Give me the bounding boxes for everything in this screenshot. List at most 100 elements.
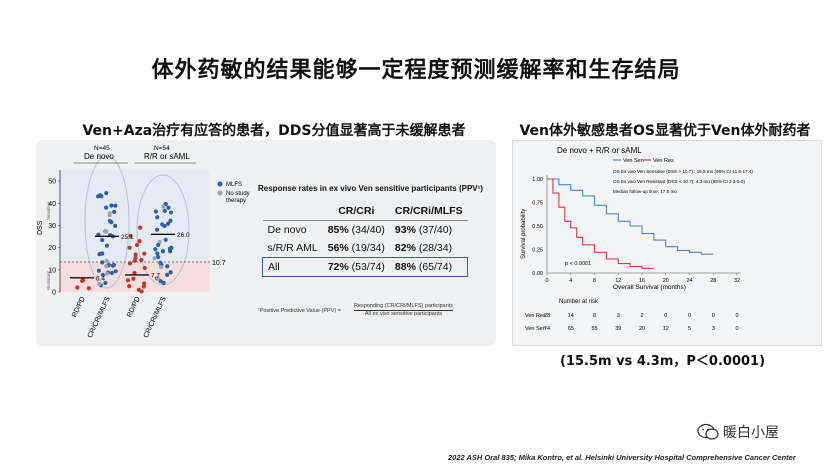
scatter-point: [158, 278, 163, 284]
scatter-point: [137, 239, 142, 244]
cell-frac: (28/34): [418, 242, 453, 254]
legend-nostudy-2: therapy: [226, 198, 246, 204]
scatter-point: [127, 245, 132, 250]
scatter-point: [104, 243, 110, 248]
km-annotation: Median follow-up time: 17.5 mo: [613, 189, 677, 194]
risk-value: 0: [712, 313, 715, 319]
scatter-point: [127, 284, 132, 289]
scatter-point: [166, 205, 171, 210]
legend-dot-nostudy: [217, 190, 223, 196]
median-label: 6.4: [96, 275, 105, 282]
km-panel: De novo + R/R or sAML Ven Sen Ven Res OS…: [512, 140, 822, 346]
median-label: 25.1: [121, 234, 134, 241]
response-table-title: Response rates in ex vivo Ven sensitive …: [258, 184, 483, 193]
cell-frac: (34/40): [351, 224, 385, 236]
citation-footer: 2022 ASH Oral 835; Mika Kontro, et al. H…: [448, 453, 796, 462]
scatter-point: [139, 257, 144, 263]
risk-value: 74: [544, 326, 550, 332]
scatter-point: [107, 213, 112, 218]
scatter-point: [153, 247, 158, 252]
x-tick-label: CR/CRi/MLFS: [143, 296, 168, 339]
group2-label: R/R or sAML: [144, 152, 190, 161]
scatter-point: [161, 280, 166, 286]
km-x-tick: 32: [734, 278, 740, 284]
km-ylabel: Survival probability: [521, 209, 527, 259]
y-tick-label: 0: [52, 290, 56, 297]
scatter-point: [104, 190, 109, 196]
km-x-tick: 20: [663, 278, 669, 284]
scatter-point: [161, 204, 166, 209]
scatter-point: [99, 194, 104, 199]
scatter-point: [109, 270, 115, 276]
median-label: 26.0: [177, 232, 190, 239]
dss-axis-label: DSS: [37, 220, 44, 235]
scatter-point: [80, 278, 85, 284]
scatter-point: [128, 233, 133, 238]
scatter-point: [86, 286, 91, 291]
scatter-point: [142, 265, 147, 271]
group1-label: De novo: [84, 152, 114, 161]
scatter-point: [155, 251, 160, 256]
threshold-label: 10.7: [212, 260, 226, 267]
scatter-point: [104, 264, 109, 269]
km-x-tick: 12: [615, 278, 621, 284]
scatter-point: [168, 270, 173, 275]
ellipse-denovo: [84, 155, 130, 289]
scatter-point: [165, 272, 170, 278]
right-subtitle: Ven体外敏感患者OS显著优于Ven体外耐药者: [519, 123, 811, 139]
cell-pct: 82%: [394, 242, 416, 254]
scatter-point: [155, 276, 160, 281]
scatter-point: [97, 281, 102, 287]
cell-pct: 93%: [394, 224, 416, 236]
scatter-point: [104, 258, 109, 263]
scatter-point: [110, 263, 116, 268]
cell-pct: 72%: [327, 261, 349, 273]
resistant-zone: [60, 262, 210, 292]
watermark: 暖白小屋: [697, 422, 779, 442]
km-x-tick: 28: [710, 278, 716, 284]
km-header: De novo + R/R or sAML: [557, 146, 642, 155]
scatter-point: [107, 218, 112, 224]
km-legend-sen: Ven Sen: [623, 158, 644, 164]
risk-value: 0: [688, 313, 691, 319]
risk-value: 14: [568, 313, 574, 319]
group1-n: N=45: [94, 145, 110, 152]
risk-value: 12: [663, 326, 669, 332]
ppv-numerator: Responding (CR/CRi/MLFS) participants: [354, 303, 454, 311]
group2-n: N=54: [154, 145, 170, 152]
risk-value: 5: [688, 326, 691, 332]
scatter-point: [103, 280, 108, 286]
scatter-point: [156, 242, 161, 248]
risk-value: 20: [639, 326, 645, 332]
scatter-point: [165, 221, 171, 226]
km-annotation: OS Ex vivo Ven Resistant (DSS < 10.7): 4…: [613, 179, 745, 184]
scatter-point: [113, 223, 118, 228]
scatter-point: [104, 205, 109, 210]
scatter-point: [167, 249, 173, 254]
table-row: All 72% (53/74) 88% (65/74): [261, 257, 469, 277]
km-annotation: OS Ex vivo Ven Sensitive (DSS > 10.7) : …: [613, 169, 753, 174]
scatter-point: [100, 251, 105, 256]
x-tick-label: RD/PD: [71, 296, 87, 319]
km-legend-res: Ven Res: [653, 158, 674, 164]
slide-title: 体外药敏的结果能够一定程度预测缓解率和生存结局: [151, 58, 681, 83]
cell-frac: (65/74): [418, 261, 453, 273]
table-row: s/R/R AML 56% (19/34) 82% (28/34): [263, 239, 468, 258]
y-tick-label: 30: [48, 223, 56, 230]
scatter-point: [112, 209, 117, 215]
km-x-tick: 16: [639, 278, 645, 284]
scatter-point: [96, 194, 101, 199]
sensitive-label: Sensitive: [46, 201, 51, 220]
km-y-tick: 0.00: [532, 271, 543, 277]
km-curves: [547, 178, 714, 269]
response-table: CR/CRi CR/CRi/MLFS De novo 85% (34/40) 9…: [261, 202, 469, 277]
km-y-tick: 0.75: [532, 201, 543, 207]
cell-pct: 56%: [327, 242, 349, 254]
table-row: De novo 85% (34/40) 93% (37/40): [263, 221, 468, 240]
scatter-point: [156, 254, 161, 260]
row-label: De novo: [267, 224, 307, 236]
ppv-denominator: All ex vivo sensitive participants: [364, 311, 443, 317]
x-tick-label: RD/PD: [126, 296, 142, 319]
risk-value: 3: [712, 326, 715, 332]
row-label: s/R/R AML: [267, 242, 318, 254]
